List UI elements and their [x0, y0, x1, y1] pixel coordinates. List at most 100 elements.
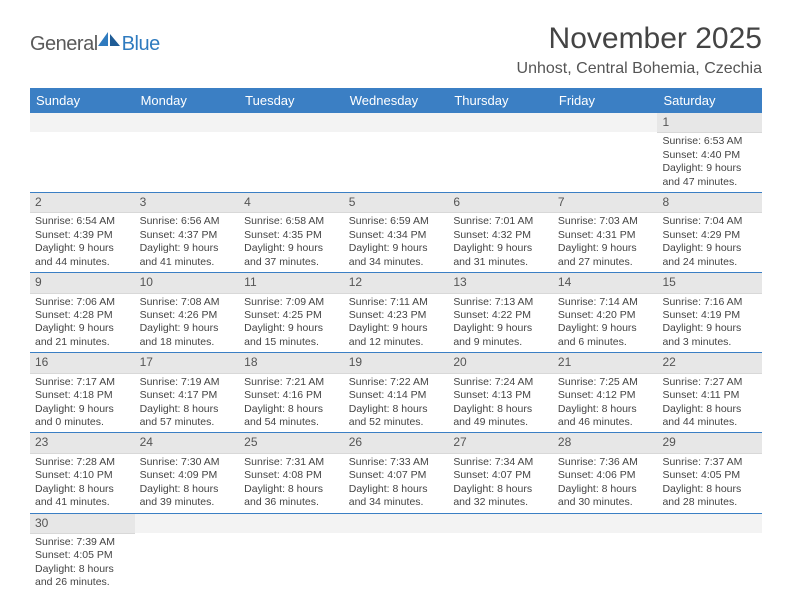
cell-line: Sunset: 4:17 PM — [140, 389, 235, 402]
calendar-cell-empty — [30, 113, 135, 192]
cell-line: Sunrise: 7:13 AM — [453, 296, 548, 309]
cell-body: Sunrise: 7:28 AMSunset: 4:10 PMDaylight:… — [30, 454, 135, 513]
cell-body: Sunrise: 7:03 AMSunset: 4:31 PMDaylight:… — [553, 213, 658, 272]
day-number: 1 — [657, 113, 762, 133]
page-header: General Blue November 2025 Unhost, Centr… — [30, 22, 762, 78]
page-subtitle: Unhost, Central Bohemia, Czechia — [517, 60, 762, 78]
cell-line: Sunrise: 7:30 AM — [140, 456, 235, 469]
cell-line: Sunrise: 7:08 AM — [140, 296, 235, 309]
cell-line: Sunrise: 7:17 AM — [35, 376, 130, 389]
cell-body: Sunrise: 7:24 AMSunset: 4:13 PMDaylight:… — [448, 374, 553, 433]
calendar-cell: 3Sunrise: 6:56 AMSunset: 4:37 PMDaylight… — [135, 193, 240, 272]
calendar-cell-empty — [448, 113, 553, 192]
day-number: 11 — [239, 273, 344, 293]
cell-line: Daylight: 9 hours and 18 minutes. — [140, 322, 235, 349]
cell-body — [344, 533, 449, 538]
day-number: 12 — [344, 273, 449, 293]
dayhead-saturday: Saturday — [657, 88, 762, 113]
day-number — [553, 113, 658, 132]
cell-line: Sunset: 4:39 PM — [35, 229, 130, 242]
cell-line: Daylight: 9 hours and 12 minutes. — [349, 322, 444, 349]
day-number: 14 — [553, 273, 658, 293]
title-block: November 2025 Unhost, Central Bohemia, C… — [517, 22, 762, 78]
cell-body: Sunrise: 7:25 AMSunset: 4:12 PMDaylight:… — [553, 374, 658, 433]
cell-line: Sunrise: 7:01 AM — [453, 215, 548, 228]
cell-body: Sunrise: 6:56 AMSunset: 4:37 PMDaylight:… — [135, 213, 240, 272]
cell-line: Sunrise: 7:28 AM — [35, 456, 130, 469]
day-number: 18 — [239, 353, 344, 373]
cell-line: Daylight: 9 hours and 34 minutes. — [349, 242, 444, 269]
cell-body: Sunrise: 7:14 AMSunset: 4:20 PMDaylight:… — [553, 294, 658, 353]
calendar-cell: 4Sunrise: 6:58 AMSunset: 4:35 PMDaylight… — [239, 193, 344, 272]
day-number — [239, 113, 344, 132]
calendar-cell-empty — [344, 514, 449, 593]
cell-line: Daylight: 9 hours and 9 minutes. — [453, 322, 548, 349]
day-number: 16 — [30, 353, 135, 373]
calendar-cell: 28Sunrise: 7:36 AMSunset: 4:06 PMDayligh… — [553, 433, 658, 512]
cell-line: Daylight: 9 hours and 0 minutes. — [35, 403, 130, 430]
cell-body: Sunrise: 7:19 AMSunset: 4:17 PMDaylight:… — [135, 374, 240, 433]
day-number: 17 — [135, 353, 240, 373]
calendar-cell: 23Sunrise: 7:28 AMSunset: 4:10 PMDayligh… — [30, 433, 135, 512]
cell-line: Sunrise: 7:14 AM — [558, 296, 653, 309]
calendar-cell: 5Sunrise: 6:59 AMSunset: 4:34 PMDaylight… — [344, 193, 449, 272]
cell-body: Sunrise: 7:16 AMSunset: 4:19 PMDaylight:… — [657, 294, 762, 353]
cell-line: Sunset: 4:09 PM — [140, 469, 235, 482]
calendar-cell-empty — [239, 514, 344, 593]
calendar-cell: 2Sunrise: 6:54 AMSunset: 4:39 PMDaylight… — [30, 193, 135, 272]
cell-body: Sunrise: 7:11 AMSunset: 4:23 PMDaylight:… — [344, 294, 449, 353]
cell-body: Sunrise: 7:22 AMSunset: 4:14 PMDaylight:… — [344, 374, 449, 433]
calendar-cell: 16Sunrise: 7:17 AMSunset: 4:18 PMDayligh… — [30, 353, 135, 432]
cell-line: Daylight: 9 hours and 47 minutes. — [662, 162, 757, 189]
day-number — [344, 113, 449, 132]
day-number — [553, 514, 658, 533]
dayhead-tuesday: Tuesday — [239, 88, 344, 113]
cell-body: Sunrise: 6:54 AMSunset: 4:39 PMDaylight:… — [30, 213, 135, 272]
cell-body — [553, 533, 658, 538]
cell-line: Daylight: 8 hours and 41 minutes. — [35, 483, 130, 510]
calendar-cell: 26Sunrise: 7:33 AMSunset: 4:07 PMDayligh… — [344, 433, 449, 512]
cell-body — [448, 533, 553, 538]
day-number — [135, 514, 240, 533]
day-number — [239, 514, 344, 533]
cell-line: Sunset: 4:28 PM — [35, 309, 130, 322]
cell-body: Sunrise: 7:17 AMSunset: 4:18 PMDaylight:… — [30, 374, 135, 433]
calendar-cell: 24 Sunrise: 7:30 AMSunset: 4:09 PMDayligh… — [135, 433, 240, 512]
week-row: 2Sunrise: 6:54 AMSunset: 4:39 PMDaylight… — [30, 193, 762, 273]
cell-body — [344, 132, 449, 137]
day-number — [448, 113, 553, 132]
calendar-cell-empty — [239, 113, 344, 192]
day-number: 6 — [448, 193, 553, 213]
calendar-cell: 15Sunrise: 7:16 AMSunset: 4:19 PMDayligh… — [657, 273, 762, 352]
cell-line: Sunset: 4:05 PM — [662, 469, 757, 482]
cell-body: Sunrise: 6:59 AMSunset: 4:34 PMDaylight:… — [344, 213, 449, 272]
cell-body: Sunrise: 7:34 AMSunset: 4:07 PMDaylight:… — [448, 454, 553, 513]
cell-body: Sunrise: 7:36 AMSunset: 4:06 PMDaylight:… — [553, 454, 658, 513]
cell-line: Sunrise: 7:21 AM — [244, 376, 339, 389]
cell-body — [30, 132, 135, 137]
calendar-cell: 8Sunrise: 7:04 AMSunset: 4:29 PMDaylight… — [657, 193, 762, 272]
calendar-cell: 9Sunrise: 7:06 AMSunset: 4:28 PMDaylight… — [30, 273, 135, 352]
cell-line: Sunset: 4:13 PM — [453, 389, 548, 402]
calendar-cell: 22Sunrise: 7:27 AMSunset: 4:11 PMDayligh… — [657, 353, 762, 432]
cell-line: Daylight: 9 hours and 15 minutes. — [244, 322, 339, 349]
cell-line: Sunset: 4:26 PM — [140, 309, 235, 322]
calendar-cell: 21Sunrise: 7:25 AMSunset: 4:12 PMDayligh… — [553, 353, 658, 432]
cell-line: Sunrise: 7:11 AM — [349, 296, 444, 309]
cell-body — [135, 533, 240, 538]
day-number: 24 — [135, 433, 240, 453]
cell-body: Sunrise: 7:08 AMSunset: 4:26 PMDaylight:… — [135, 294, 240, 353]
cell-body: Sunrise: 7:09 AMSunset: 4:25 PMDaylight:… — [239, 294, 344, 353]
cell-line: Sunset: 4:08 PM — [244, 469, 339, 482]
cell-line: Daylight: 8 hours and 39 minutes. — [140, 483, 235, 510]
cell-line: Daylight: 8 hours and 30 minutes. — [558, 483, 653, 510]
cell-line: Daylight: 8 hours and 34 minutes. — [349, 483, 444, 510]
dayhead-monday: Monday — [135, 88, 240, 113]
day-number: 7 — [553, 193, 658, 213]
day-number: 2 — [30, 193, 135, 213]
calendar-cell-empty — [553, 113, 658, 192]
day-number: 25 — [239, 433, 344, 453]
day-number — [448, 514, 553, 533]
calendar-cell-empty — [135, 113, 240, 192]
cell-line: Sunrise: 7:39 AM — [35, 536, 130, 549]
